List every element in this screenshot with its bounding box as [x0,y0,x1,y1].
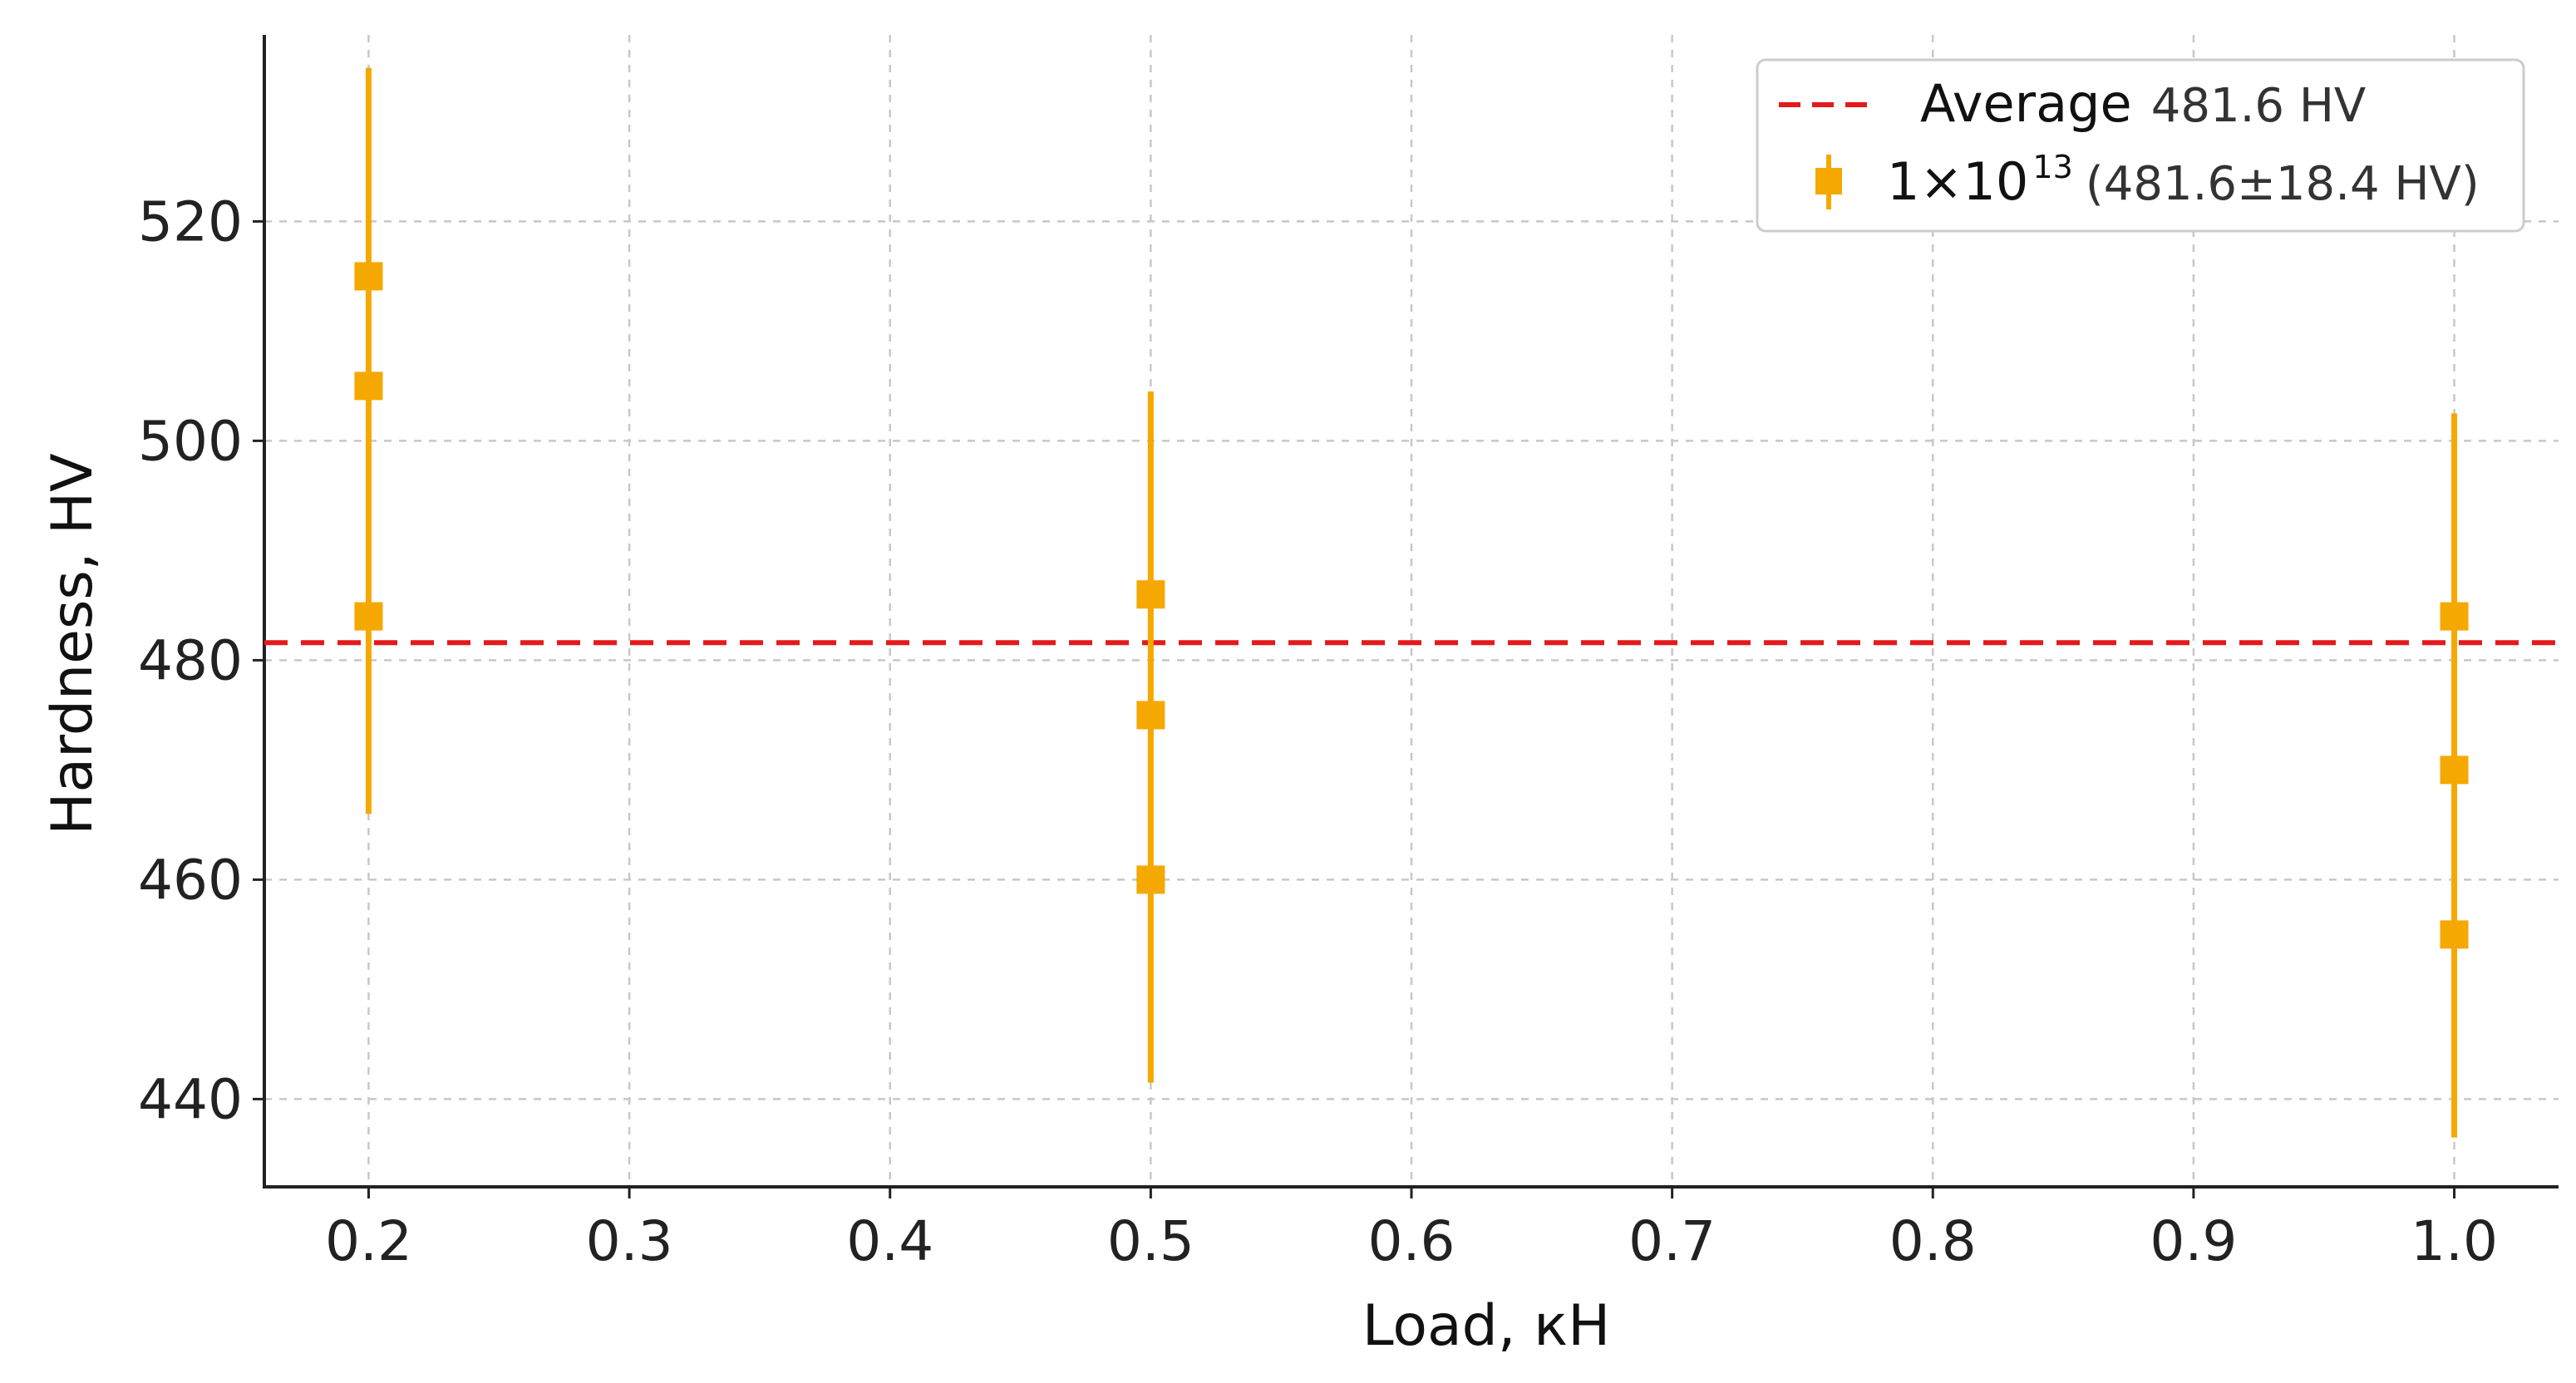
legend-series-detail: (481.6±18.4 HV) [2086,157,2480,211]
data-point-marker [354,372,383,401]
axes [253,35,2559,1198]
x-tick-label: 1.0 [2411,1209,2498,1273]
y-tick-label: 520 [138,189,243,253]
x-tick-label: 0.6 [1368,1209,1455,1273]
legend-average-name: Average [1920,73,2132,134]
y-tick-label: 460 [138,848,243,912]
data-points [354,262,2469,949]
x-tick-label: 0.5 [1107,1209,1194,1273]
y-tick-label: 500 [138,409,243,473]
legend-average-value: 481.6 HV [2151,79,2367,133]
legend-series-swatch [1815,155,1842,209]
legend-series-swatch-marker [1815,168,1842,194]
y-axis-title: Hardness, HV [40,453,106,834]
legend-series-name: 1×10 [1887,151,2028,212]
legend-frame [1756,58,2525,233]
x-tick-label: 0.4 [846,1209,933,1273]
data-point-marker [1136,865,1165,894]
data-point-marker [1136,580,1165,609]
x-tick-label: 0.8 [1889,1209,1977,1273]
legend-series-exponent: 13 [2032,149,2072,185]
data-point-marker [2440,755,2469,785]
data-point-marker [354,262,383,291]
legend: Average 481.6 HV 1×10 13 (481.6±18.4 HV) [1756,58,2525,233]
legend-series-label: 1×10 13 (481.6±18.4 HV) [1887,149,2480,212]
data-point-marker [2440,602,2469,631]
x-tick-label: 0.9 [2150,1209,2237,1273]
y-tick-label: 440 [138,1067,243,1131]
x-tick-label: 0.3 [586,1209,673,1273]
data-point-marker [354,602,383,631]
x-axis-title: Load, кН [1362,1293,1611,1359]
y-tick-label: 480 [138,628,243,692]
data-point-marker [2440,920,2469,949]
x-tick-label: 0.7 [1628,1209,1716,1273]
tick-labels: 0.2 0.3 0.4 0.5 0.6 0.7 0.8 0.9 1.0 440 460 480 500 5… [138,189,2498,1273]
legend-average-label: Average 481.6 HV [1920,73,2366,134]
x-tick-label: 0.2 [325,1209,412,1273]
data-point-marker [1136,701,1165,730]
